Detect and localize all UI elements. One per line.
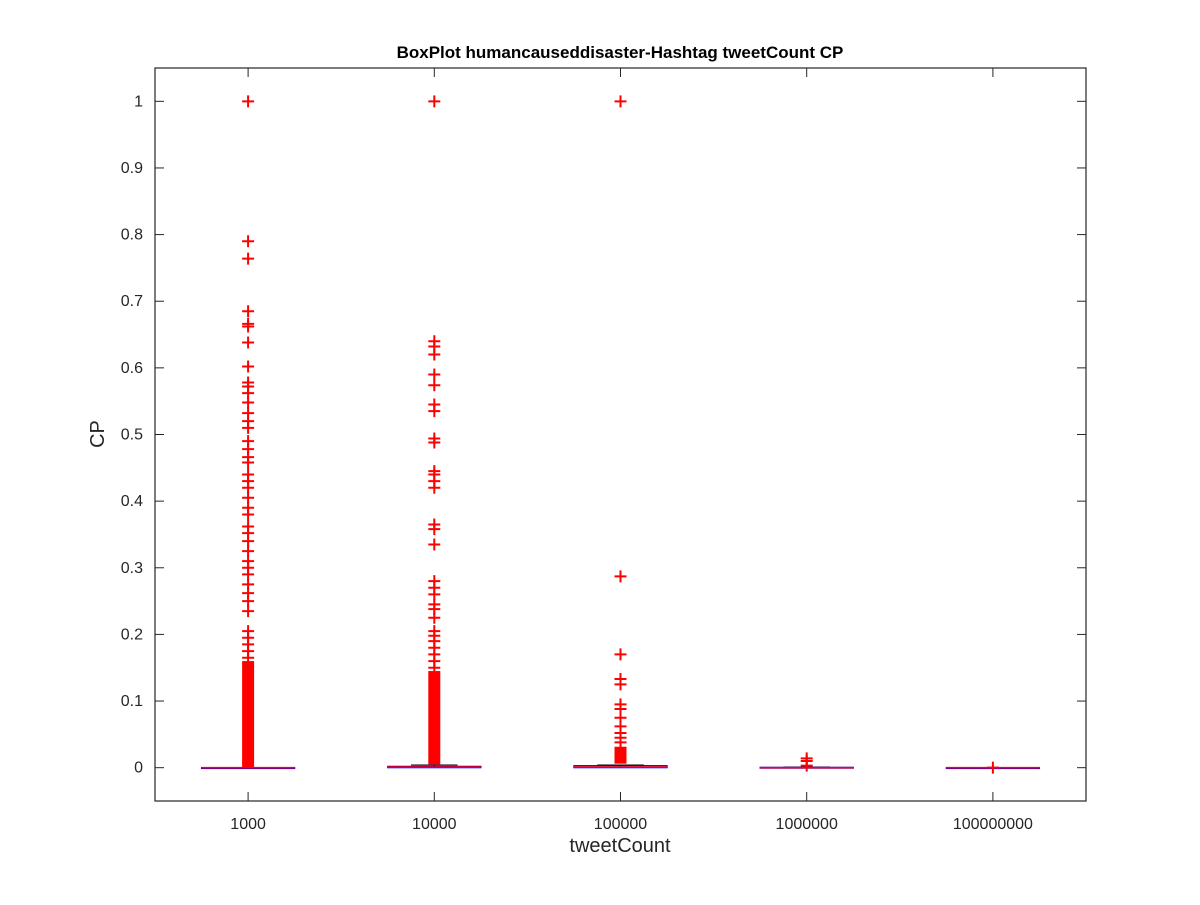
outlier-point: [800, 759, 813, 772]
outlier-point: [428, 611, 441, 624]
x-tick-label: 100000: [594, 816, 647, 833]
x-tick-label: 10000: [412, 816, 457, 833]
outlier-point: [428, 661, 441, 674]
outlier-point: [428, 481, 441, 494]
x-tick-label: 1000: [230, 816, 266, 833]
outlier-point: [614, 570, 627, 583]
plot-layer: [200, 95, 1041, 774]
y-tick-label: 0: [134, 760, 143, 777]
outlier-point: [242, 360, 255, 373]
y-tick-label: 0.3: [121, 560, 143, 577]
outlier-point: [614, 741, 627, 754]
outlier-point: [242, 320, 255, 333]
outlier-point: [428, 95, 441, 108]
outlier-point: [614, 678, 627, 691]
y-tick-label: 0.8: [121, 227, 143, 244]
y-tick-label: 1: [134, 93, 143, 110]
y-tick-label: 0.5: [121, 427, 143, 444]
outlier-point: [428, 523, 441, 536]
box-group-1000: [200, 95, 296, 770]
y-axis-label: CP: [87, 420, 109, 448]
y-tick-label: 0.1: [121, 693, 143, 710]
y-tick-label: 0.9: [121, 160, 143, 177]
outlier-dense-band: [242, 661, 255, 768]
y-tick-label: 0.6: [121, 360, 143, 377]
outlier-point: [242, 396, 255, 409]
outlier-point: [242, 95, 255, 108]
outlier-dense-band: [614, 747, 627, 764]
outlier-point: [242, 235, 255, 248]
outlier-point: [614, 648, 627, 661]
outlier-point: [614, 95, 627, 108]
outlier-point: [242, 605, 255, 618]
outlier-point: [242, 651, 255, 664]
outlier-point: [428, 405, 441, 418]
outlier-point: [428, 348, 441, 361]
outlier-dense-band: [428, 671, 441, 765]
outlier-point: [428, 436, 441, 449]
y-tick-label: 0.4: [121, 493, 143, 510]
outlier-point: [242, 336, 255, 349]
tick-layer: 0 0.1 0.2 0.3 0.4 0.5 0.6 0.7 0.8 0.9 1 1000 10000 10…: [121, 68, 1086, 833]
box-group-1000000: [759, 752, 854, 772]
outlier-point: [242, 421, 255, 434]
box-group-10000: [387, 95, 482, 769]
x-tick-label: 1000000: [776, 816, 838, 833]
outlier-point: [428, 379, 441, 392]
y-tick-label: 0.7: [121, 293, 143, 310]
outlier-point: [242, 305, 255, 318]
chart-title: BoxPlot humancauseddisaster-Hashtag twee…: [397, 43, 844, 62]
x-tick-label: 100000000: [953, 816, 1033, 833]
outlier-point: [242, 252, 255, 265]
outlier-point: [242, 456, 255, 469]
outlier-point: [428, 368, 441, 381]
y-tick-label: 0.2: [121, 626, 143, 643]
outlier-point: [428, 538, 441, 551]
x-axis-label: tweetCount: [569, 835, 671, 857]
box-group-100000: [573, 95, 668, 769]
outlier-point: [242, 508, 255, 521]
box-group-100000000: [945, 761, 1041, 774]
